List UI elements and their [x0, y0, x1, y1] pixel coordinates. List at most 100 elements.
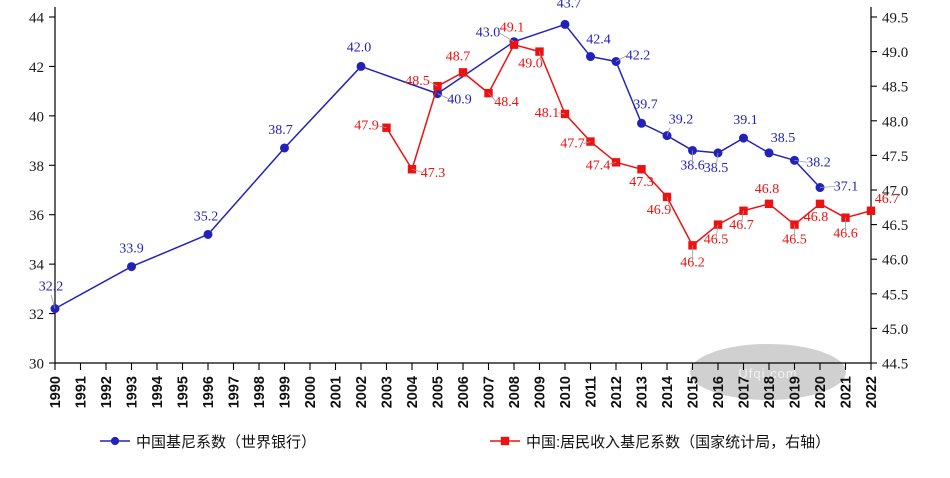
label-leader-line — [557, 112, 566, 115]
data-point-marker — [611, 158, 621, 167]
right-axis-tick-label: 48.5 — [882, 80, 908, 96]
legend-square-marker — [500, 436, 510, 446]
left-axis-tick-label: 42 — [29, 60, 44, 76]
label-leader-line — [608, 161, 617, 165]
data-label: 49.1 — [500, 21, 525, 36]
data-point-marker — [203, 229, 213, 239]
data-label: 38.2 — [806, 155, 831, 170]
right-axis-tick-label: 45.0 — [882, 322, 908, 338]
label-leader-line — [741, 210, 744, 224]
data-label: 37.1 — [834, 180, 859, 195]
data-label: 46.2 — [680, 255, 705, 270]
data-label: 47.9 — [354, 119, 379, 134]
x-axis-tick-label: 2011 — [584, 376, 600, 407]
chart-legend: 中国基尼系数（世界银行） 中国:居民收入基尼系数（国家统计局，右轴） — [100, 434, 830, 451]
series-line-1 — [54, 23, 821, 310]
x-axis-tick-label: 2014 — [660, 376, 676, 408]
data-label: 47.3 — [629, 175, 654, 190]
left-axis-tick-label: 30 — [29, 357, 44, 373]
data-label: 38.7 — [268, 123, 293, 138]
data-label: 47.4 — [586, 158, 611, 173]
label-leader-line — [615, 55, 628, 62]
watermark: Ufqi.com — [690, 344, 846, 400]
series-line-2 — [385, 43, 872, 247]
data-point-marker — [637, 165, 646, 174]
label-leader-line — [488, 92, 496, 102]
label-leader-line — [539, 51, 542, 63]
data-point-marker — [764, 148, 774, 158]
x-axis-tick-label: 2016 — [711, 376, 727, 408]
x-axis-tick-label: 2004 — [405, 376, 421, 408]
x-axis-tick-label: 2012 — [609, 376, 625, 408]
label-leader-line — [583, 141, 591, 144]
data-point-marker — [611, 56, 621, 66]
x-axis-tick-label: 2009 — [533, 376, 549, 408]
right-axis-tick-label: 45.5 — [882, 287, 908, 303]
data-label: 38.5 — [771, 131, 796, 146]
left-axis-tick-label: 38 — [29, 159, 44, 175]
right-axis-tick-label: 46.5 — [882, 218, 908, 234]
x-axis-tick-label: 2008 — [507, 376, 523, 408]
data-point-marker — [713, 148, 723, 158]
data-label: 47.3 — [421, 166, 446, 181]
label-leader-line — [666, 127, 671, 136]
data-point-marker — [866, 206, 876, 215]
data-label: 48.5 — [405, 74, 430, 89]
data-label: 43.0 — [476, 26, 501, 41]
x-axis-tick-label: 1995 — [176, 376, 192, 408]
x-axis-tick-label: 2010 — [558, 376, 574, 408]
data-point-marker — [560, 19, 570, 29]
data-label: 32.2 — [39, 280, 64, 295]
label-leader-line — [411, 168, 423, 173]
left-axis-tick-label: 34 — [29, 258, 45, 274]
label-leader-line — [715, 152, 719, 167]
data-label: 46.6 — [833, 227, 858, 242]
left-axis-tick-label: 44 — [29, 11, 45, 27]
right-axis-tick-label: 49.5 — [882, 11, 908, 27]
data-label: 35.2 — [194, 209, 219, 224]
data-point-marker — [713, 220, 723, 229]
label-leader-line — [498, 32, 515, 43]
data-point-marker — [458, 68, 468, 77]
data-label: 49.0 — [518, 57, 543, 72]
data-point-marker — [637, 118, 647, 128]
x-axis-tick-label: 1998 — [252, 376, 268, 408]
data-label: 46.8 — [804, 210, 829, 225]
x-axis-tick-label: 2021 — [839, 376, 855, 408]
data-label: 46.7 — [729, 218, 754, 233]
legend-label: 中国基尼系数（世界银行） — [136, 434, 316, 451]
x-axis-tick-label: 1993 — [125, 376, 141, 408]
x-axis-tick-label: 2000 — [303, 376, 319, 408]
data-label: 43.7 — [557, 0, 582, 11]
right-axis-tick-label: 47.0 — [882, 184, 908, 200]
x-axis-tick-label: 2022 — [864, 376, 880, 408]
data-label: 42.4 — [586, 33, 611, 48]
watermark-ellipse — [690, 344, 846, 400]
x-axis-tick-label: 1997 — [227, 376, 243, 408]
data-label: 39.7 — [633, 97, 658, 112]
chart-axes: 30 32 34 36 38 40 42 44 44.5 45.0 45.5 46.0 46.5 47.0… — [29, 7, 908, 408]
right-axis-tick-label: 48.0 — [882, 114, 908, 130]
data-point-marker — [484, 88, 493, 98]
x-axis-tick-label: 1994 — [150, 376, 166, 408]
label-leader-line — [428, 80, 438, 87]
x-axis-tick-label: 2015 — [686, 376, 702, 408]
data-label: 48.4 — [494, 95, 519, 110]
data-point-marker — [560, 109, 570, 119]
label-leader-line — [819, 186, 836, 188]
legend-circle-marker — [110, 436, 120, 446]
right-axis-tick-label: 44.5 — [882, 357, 908, 373]
left-axis-tick-label: 32 — [29, 307, 44, 323]
data-point-marker — [279, 143, 289, 153]
data-label: 46.5 — [782, 233, 807, 248]
x-axis-tick-label: 1996 — [201, 376, 217, 408]
data-label: 40.9 — [447, 93, 472, 108]
data-point-marker — [356, 61, 366, 71]
data-point-marker — [790, 220, 799, 229]
data-labels: 32.2 33.9 35.2 38.7 42.0 40.9 43.0 43.7 42.4 42.2… — [39, 0, 899, 309]
x-axis-tick-label: 2007 — [482, 376, 498, 408]
x-axis-tick-label: 2001 — [329, 376, 345, 408]
left-axis-tick-label: 40 — [29, 109, 44, 125]
